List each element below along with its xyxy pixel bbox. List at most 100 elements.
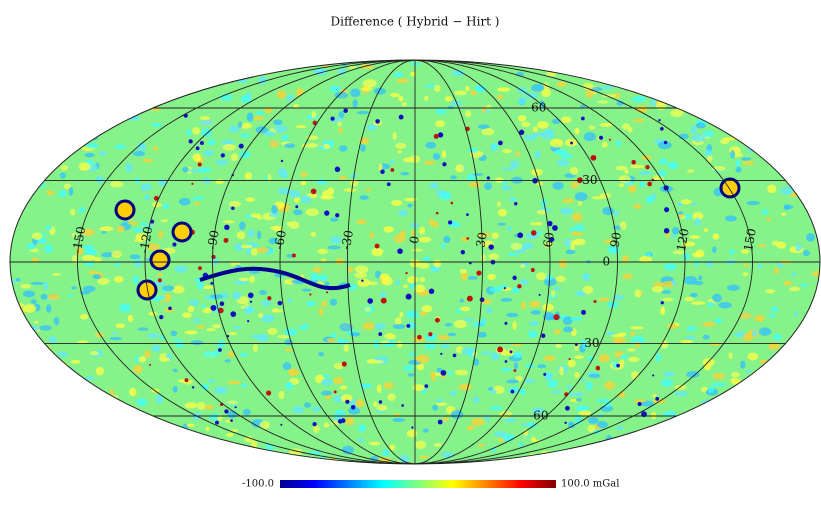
texture-spot [218,348,222,352]
texture-blob [197,282,204,290]
texture-blob [93,91,104,97]
texture-blob [650,82,655,85]
texture-blob [429,218,434,226]
texture-blob [638,67,642,73]
texture-blob [41,131,51,138]
texture-spot [488,244,493,249]
texture-blob [99,107,104,114]
texture-spot [448,220,452,224]
texture-blob [668,162,678,170]
texture-blob [393,324,406,329]
texture-blob [561,116,571,123]
texture-blob [128,461,139,466]
texture-blob [765,289,775,293]
texture-blob [357,279,370,287]
texture-blob [36,150,45,157]
texture-blob [9,61,17,65]
texture-blob [133,259,142,267]
texture-blob [633,119,645,123]
texture-blob [322,374,330,377]
texture-blob [781,212,786,216]
texture-blob [547,379,558,388]
texture-blob [792,119,801,126]
texture-spot [266,390,271,395]
texture-blob [771,443,781,452]
texture-blob [745,369,751,373]
texture-blob [311,272,318,281]
texture-blob [182,167,189,172]
texture-blob [93,274,101,279]
texture-blob [730,106,739,109]
texture-blob [543,356,555,361]
texture-blob [18,198,26,206]
texture-blob [755,134,767,140]
texture-blob [560,208,573,215]
texture-spot [660,127,664,131]
texture-blob [189,299,199,306]
texture-blob [245,172,252,180]
texture-blob [749,139,759,143]
texture-blob [153,146,158,151]
texture-blob [791,453,796,460]
texture-blob [809,108,820,115]
texture-blob [677,448,688,451]
texture-blob [550,139,563,148]
texture-blob [59,419,71,425]
texture-blob [172,338,180,341]
texture-blob [144,350,150,358]
texture-blob [571,232,584,236]
texture-blob [108,91,118,98]
texture-blob [610,79,614,84]
texture-blob [766,218,771,221]
texture-blob [698,275,702,280]
texture-blob [708,301,714,307]
texture-blob [632,96,645,103]
texture-blob [691,125,697,134]
texture-blob [369,442,381,445]
texture-blob [279,391,285,399]
texture-blob [485,414,489,421]
texture-blob [245,197,254,202]
texture-spot [594,300,597,303]
texture-blob [87,73,92,77]
texture-blob [419,277,425,283]
texture-blob [380,291,386,298]
texture-blob [506,379,519,383]
texture-blob [171,449,182,455]
texture-blob [79,207,86,213]
texture-blob [784,344,794,352]
texture-blob [781,413,794,421]
texture-blob [82,255,96,261]
texture-blob [128,315,134,322]
texture-blob [743,333,753,342]
texture-blob [768,82,774,86]
texture-blob [750,414,763,422]
texture-spot [239,144,244,149]
texture-blob [786,358,799,365]
texture-spot [476,271,481,276]
texture-spot [466,213,469,216]
texture-blob [360,144,366,152]
texture-spot [312,422,316,426]
texture-blob [45,225,52,230]
texture-blob [77,135,86,140]
texture-blob [301,181,307,185]
texture-blob [593,57,600,65]
texture-blob [587,425,595,432]
texture-spot [645,165,649,169]
texture-blob [726,462,738,466]
texture-blob [725,215,737,221]
texture-blob [43,282,48,290]
texture-blob [602,445,614,449]
texture-blob [31,126,43,134]
texture-spot [192,386,194,388]
texture-spot [664,207,669,212]
texture-blob [423,428,429,432]
texture-blob [208,453,219,457]
texture-blob [451,410,463,419]
texture-blob [41,294,48,300]
texture-blob [46,304,51,312]
texture-blob [6,462,16,467]
texture-blob [370,232,374,238]
texture-blob [435,109,447,114]
